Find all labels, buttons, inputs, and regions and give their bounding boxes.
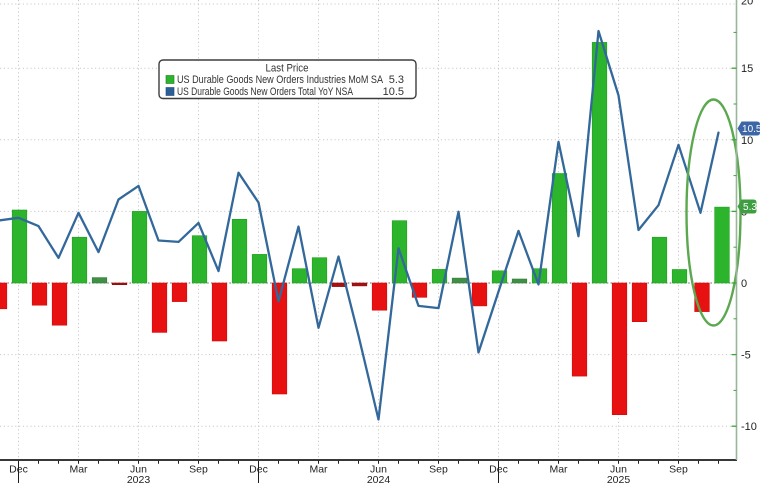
svg-text:-5: -5	[741, 350, 751, 362]
svg-text:20: 20	[741, 0, 753, 8]
svg-text:2024: 2024	[367, 474, 391, 484]
svg-text:10.5: 10.5	[742, 124, 760, 135]
svg-text:Dec: Dec	[489, 464, 508, 476]
svg-text:Dec: Dec	[249, 464, 268, 476]
svg-text:Jun: Jun	[130, 464, 147, 476]
svg-text:Jun: Jun	[610, 464, 627, 476]
svg-text:Sep: Sep	[669, 464, 688, 476]
svg-text:Mar: Mar	[69, 464, 88, 476]
svg-text:Sep: Sep	[429, 464, 448, 476]
svg-text:Dec: Dec	[9, 464, 28, 476]
svg-text:2025: 2025	[607, 474, 631, 484]
svg-text:5.3: 5.3	[743, 202, 757, 213]
svg-text:US Durable Goods New Orders To: US Durable Goods New Orders Total YoY NS…	[177, 86, 353, 98]
svg-text:0: 0	[741, 278, 747, 290]
svg-text:Last Price: Last Price	[266, 63, 309, 75]
svg-text:-10: -10	[741, 421, 757, 433]
svg-text:15: 15	[741, 63, 753, 75]
svg-text:2023: 2023	[127, 474, 151, 484]
svg-text:Sep: Sep	[189, 464, 208, 476]
svg-text:10.5: 10.5	[383, 86, 404, 98]
svg-text:5.3: 5.3	[389, 74, 404, 86]
svg-text:Jun: Jun	[370, 464, 387, 476]
svg-text:US Durable Goods New Orders In: US Durable Goods New Orders Industries M…	[177, 74, 384, 86]
svg-text:10: 10	[741, 135, 753, 147]
svg-text:Mar: Mar	[309, 464, 328, 476]
svg-text:Mar: Mar	[549, 464, 568, 476]
